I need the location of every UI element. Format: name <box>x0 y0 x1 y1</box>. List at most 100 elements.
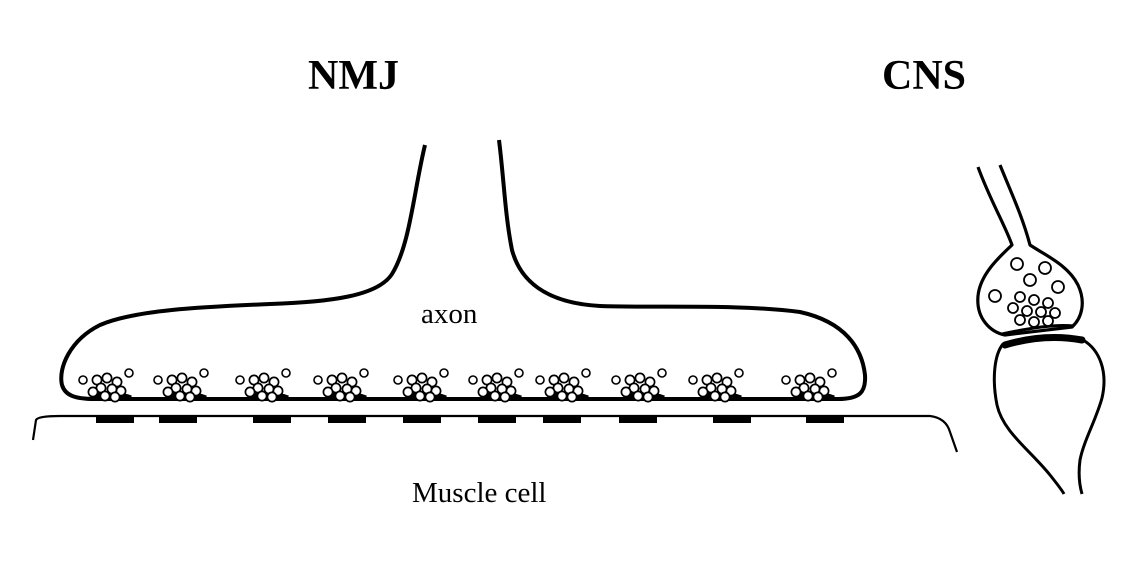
vesicle <box>258 372 270 384</box>
cns-postsynaptic-density <box>1001 333 1086 349</box>
vesicle <box>1021 305 1033 317</box>
vesicle <box>556 390 568 402</box>
vesicle <box>101 372 113 384</box>
vesicle <box>544 386 556 398</box>
vesicle <box>812 391 824 403</box>
vesicle <box>424 391 436 403</box>
receptor-plate <box>253 417 291 423</box>
vesicle <box>416 372 428 384</box>
cns-postsynaptic-dendrite-right <box>1077 338 1106 495</box>
vesicle <box>468 375 478 385</box>
vesicle <box>781 375 791 385</box>
vesicle-cluster <box>313 368 369 403</box>
receptor-plate <box>478 417 516 423</box>
vesicle <box>581 368 591 378</box>
vesicle <box>1023 273 1037 287</box>
vesicle <box>514 368 524 378</box>
muscle-cell-membrane <box>31 414 959 453</box>
vesicle <box>657 368 667 378</box>
vesicle <box>244 386 256 398</box>
vesicle <box>281 368 291 378</box>
nmj-axon-terminal <box>59 139 868 401</box>
cns-postsynaptic-dendrite <box>992 343 1066 495</box>
vesicle <box>709 390 721 402</box>
vesicle <box>1035 306 1047 318</box>
cns-presynaptic-membrane <box>1001 324 1075 336</box>
vesicle <box>78 375 88 385</box>
vesicle <box>711 372 723 384</box>
nmj-title: NMJ <box>308 53 399 99</box>
vesicle <box>336 372 348 384</box>
vesicle <box>477 386 489 398</box>
axon-label: axon <box>421 298 478 330</box>
receptor-plate <box>159 417 197 423</box>
receptor-plate <box>619 417 657 423</box>
receptor-plate <box>403 417 441 423</box>
vesicle <box>313 375 323 385</box>
vesicle <box>790 386 802 398</box>
vesicle <box>566 391 578 403</box>
vesicle <box>988 289 1002 303</box>
receptor-plate <box>713 417 751 423</box>
vesicle-cluster <box>611 368 667 403</box>
vesicle <box>489 390 501 402</box>
vesicle <box>176 372 188 384</box>
vesicle <box>535 375 545 385</box>
vesicle <box>1051 280 1065 294</box>
vesicle <box>87 386 99 398</box>
vesicle <box>804 372 816 384</box>
vesicle <box>1028 294 1040 306</box>
receptor-plate <box>806 417 844 423</box>
vesicle <box>611 375 621 385</box>
vesicle <box>256 390 268 402</box>
vesicle <box>827 368 837 378</box>
vesicle-cluster <box>468 368 524 403</box>
vesicle <box>162 386 174 398</box>
muscle-cell-label: Muscle cell <box>412 477 547 509</box>
vesicle <box>802 390 814 402</box>
vesicle <box>1028 316 1040 328</box>
vesicle <box>1010 257 1024 271</box>
receptor-plate <box>543 417 581 423</box>
vesicle <box>344 391 356 403</box>
vesicle-cluster <box>781 368 837 403</box>
cns-presynaptic-terminal <box>976 164 1084 337</box>
vesicle <box>414 390 426 402</box>
vesicle <box>359 368 369 378</box>
vesicle-cluster <box>235 368 291 403</box>
vesicle <box>1014 314 1026 326</box>
vesicle <box>99 390 111 402</box>
vesicle <box>499 391 511 403</box>
vesicle <box>235 375 245 385</box>
vesicle <box>199 368 209 378</box>
vesicle <box>184 391 196 403</box>
cns-title: CNS <box>882 53 967 99</box>
vesicle <box>734 368 744 378</box>
vesicle <box>634 372 646 384</box>
vesicle <box>393 375 403 385</box>
receptor-plate <box>328 417 366 423</box>
vesicle <box>109 391 121 403</box>
vesicle <box>1014 291 1026 303</box>
vesicle <box>1038 261 1052 275</box>
vesicle <box>1042 297 1054 309</box>
vesicle <box>334 390 346 402</box>
vesicle-cluster <box>535 368 591 403</box>
vesicle <box>688 375 698 385</box>
cns-synapse <box>976 164 1106 495</box>
vesicle-cluster <box>688 368 744 403</box>
vesicle <box>632 390 644 402</box>
postsynaptic-receptors <box>96 417 844 423</box>
vesicle <box>1042 315 1054 327</box>
vesicle-cluster <box>78 368 134 403</box>
synaptic-vesicle-clusters <box>78 368 837 403</box>
vesicle-cluster <box>393 368 449 403</box>
cns-synaptic-vesicles <box>988 257 1065 328</box>
vesicle-cluster <box>153 368 209 403</box>
vesicle <box>322 386 334 398</box>
vesicle <box>1049 307 1061 319</box>
vesicle <box>491 372 503 384</box>
vesicle <box>153 375 163 385</box>
receptor-plate <box>96 417 134 423</box>
vesicle <box>558 372 570 384</box>
